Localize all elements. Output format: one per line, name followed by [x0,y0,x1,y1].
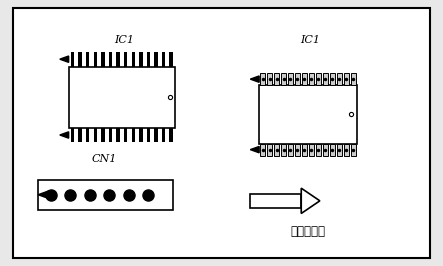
Bar [86,128,89,142]
Bar [78,128,82,142]
Bar [93,128,97,142]
Bar [323,73,328,85]
Text: 过波峰方向: 过波峰方向 [290,225,326,238]
Bar [147,128,150,142]
Bar [344,144,349,156]
Bar [124,52,127,66]
Bar [117,52,120,66]
Bar [344,73,349,85]
Bar [267,144,272,156]
Bar [281,73,286,85]
Bar [350,144,356,156]
Bar [323,144,328,156]
Bar [71,128,74,142]
Text: IC1: IC1 [300,35,320,45]
Bar [288,144,293,156]
Bar [170,52,173,66]
Bar [330,144,335,156]
Bar [139,128,143,142]
Bar [281,144,286,156]
Bar [274,73,279,85]
Polygon shape [250,76,259,82]
Bar [337,144,342,156]
Bar [154,128,158,142]
Bar [69,66,175,128]
Bar [109,52,112,66]
Bar [154,52,158,66]
Bar [162,52,165,66]
Bar [309,144,314,156]
Bar [86,52,89,66]
Bar [288,73,293,85]
Bar [132,128,135,142]
Bar [78,52,82,66]
Bar [274,144,279,156]
Bar [132,52,135,66]
Bar [316,73,321,85]
Bar [124,128,127,142]
Bar [71,52,74,66]
Bar [38,180,173,210]
Bar [337,73,342,85]
Bar [162,128,165,142]
Bar [139,52,143,66]
Bar [260,73,265,85]
Bar [295,144,300,156]
Text: IC1: IC1 [114,35,134,45]
Bar [302,144,307,156]
Polygon shape [301,188,320,213]
Polygon shape [60,132,69,138]
Bar [350,73,356,85]
Bar [93,52,97,66]
Bar [170,128,173,142]
Bar [109,128,112,142]
Bar [316,144,321,156]
Bar [330,73,335,85]
Bar [101,52,105,66]
Bar [260,144,265,156]
Polygon shape [250,146,259,153]
Polygon shape [38,191,49,199]
Bar [302,73,307,85]
Bar [101,128,105,142]
Bar [295,73,300,85]
Bar [267,73,272,85]
Bar [117,128,120,142]
Polygon shape [60,56,69,63]
Bar [147,52,150,66]
Text: CN1: CN1 [91,153,117,164]
Bar [250,194,301,208]
Bar [259,85,357,144]
Bar [309,73,314,85]
